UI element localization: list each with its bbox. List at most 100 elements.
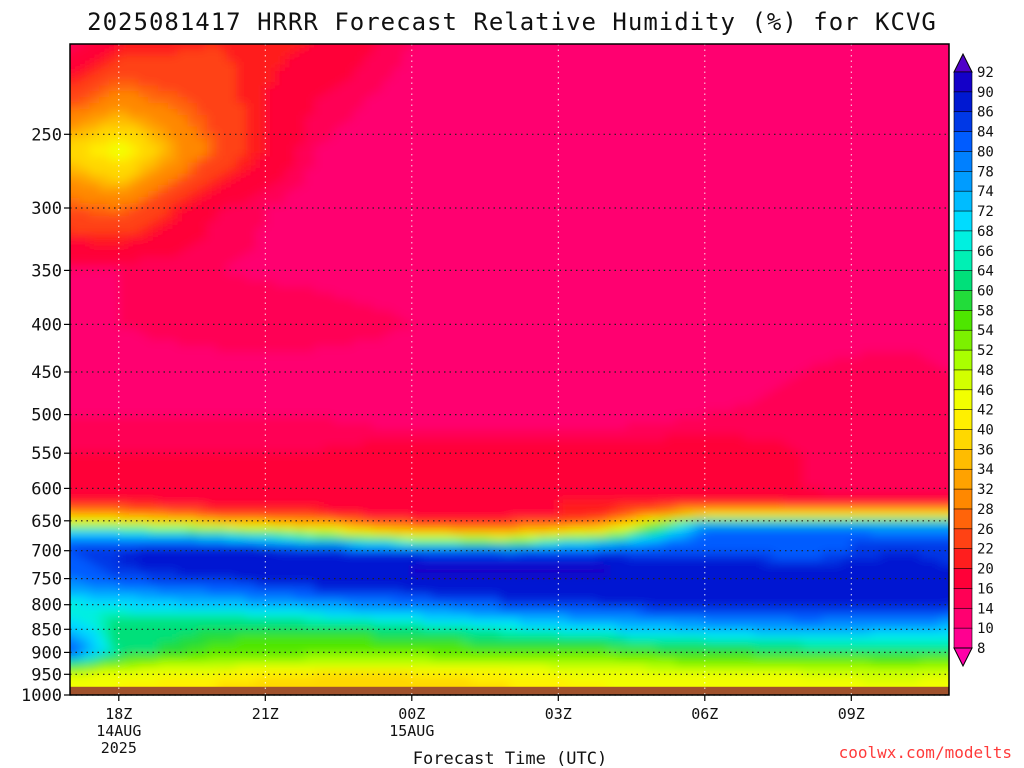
rh-cell xyxy=(245,156,257,164)
rh-cell xyxy=(363,209,374,217)
rh-cell xyxy=(870,85,882,93)
rh-cell xyxy=(929,233,941,241)
rh-cell xyxy=(372,168,384,175)
rh-cell xyxy=(656,310,667,318)
rh-cell xyxy=(636,109,648,116)
rh-cell xyxy=(724,304,735,312)
rh-cell xyxy=(353,150,364,158)
rh-cell xyxy=(284,316,296,323)
rh-cell xyxy=(675,97,687,104)
rh-cell xyxy=(343,233,355,241)
rh-cell xyxy=(607,268,618,276)
rh-cell xyxy=(79,262,91,270)
rh-cell xyxy=(460,150,472,158)
rh-cell xyxy=(714,115,726,122)
rh-cell xyxy=(89,298,101,306)
rh-cell xyxy=(519,227,530,235)
rh-cell xyxy=(802,120,814,128)
rh-cell xyxy=(616,280,628,288)
rh-cell xyxy=(704,274,716,282)
rh-cell xyxy=(450,268,462,276)
rh-cell xyxy=(392,239,403,247)
rh-cell xyxy=(99,67,110,75)
rh-cell xyxy=(636,209,648,217)
rh-cell xyxy=(802,91,814,99)
rh-cell xyxy=(353,221,364,229)
rh-cell xyxy=(812,55,823,63)
rh-cell xyxy=(656,274,667,282)
rh-cell xyxy=(70,328,81,335)
rh-cell xyxy=(157,322,169,329)
rh-cell xyxy=(499,280,511,288)
rh-cell xyxy=(489,91,501,99)
rh-cell xyxy=(460,126,472,134)
rh-cell xyxy=(333,144,345,152)
rh-cell xyxy=(353,209,364,217)
rh-cell xyxy=(665,67,677,75)
rh-cell xyxy=(138,328,149,335)
rh-cell xyxy=(587,73,599,81)
rh-cell xyxy=(314,138,325,146)
rh-cell xyxy=(480,233,491,241)
rh-cell xyxy=(831,274,843,282)
rh-cell xyxy=(294,150,306,158)
rh-cell xyxy=(822,333,833,341)
rh-cell xyxy=(841,209,853,217)
rh-cell xyxy=(353,162,364,170)
rh-cell xyxy=(782,197,794,205)
rh-cell xyxy=(929,292,941,300)
rh-cell xyxy=(177,73,188,81)
rh-cell xyxy=(167,274,179,282)
rh-cell xyxy=(79,274,91,282)
rh-cell xyxy=(753,180,765,187)
rh-cell xyxy=(304,316,315,323)
rh-cell xyxy=(782,274,794,282)
rh-cell xyxy=(236,97,247,104)
rh-cell xyxy=(704,298,716,306)
rh-cell xyxy=(402,251,413,258)
rh-cell xyxy=(50,346,61,353)
rh-cell xyxy=(402,109,413,116)
rh-cell xyxy=(353,298,364,306)
rh-cell xyxy=(216,49,228,57)
rh-cell xyxy=(499,61,511,69)
rh-cell xyxy=(206,333,218,341)
rh-cell xyxy=(861,103,872,110)
rh-cell xyxy=(372,233,384,241)
rh-cell xyxy=(861,262,872,270)
rh-cell xyxy=(226,197,237,205)
rh-cell xyxy=(802,316,814,323)
rh-cell xyxy=(402,97,413,104)
rh-cell xyxy=(499,233,511,241)
rh-cell xyxy=(577,156,589,164)
rh-cell xyxy=(304,174,315,181)
rh-cell xyxy=(245,209,257,217)
rh-cell xyxy=(597,61,608,69)
rh-cell xyxy=(822,257,833,264)
rh-cell xyxy=(489,292,501,300)
rh-cell xyxy=(519,316,530,323)
rh-cell xyxy=(441,85,452,93)
rh-cell xyxy=(587,304,599,312)
rh-cell xyxy=(245,268,257,276)
rh-cell xyxy=(743,79,755,87)
rh-cell xyxy=(626,103,638,110)
rh-cell xyxy=(382,316,394,323)
rh-cell xyxy=(782,333,794,341)
rh-cell xyxy=(851,144,862,152)
rh-cell xyxy=(587,245,599,252)
rh-cell xyxy=(304,132,315,140)
rh-cell xyxy=(538,103,550,110)
rh-cell xyxy=(812,103,823,110)
rh-cell xyxy=(919,268,931,276)
rh-cell xyxy=(363,67,374,75)
rh-cell xyxy=(929,286,941,294)
rh-cell xyxy=(245,280,257,288)
rh-cell xyxy=(665,257,677,264)
rh-cell xyxy=(70,186,81,193)
rh-cell xyxy=(372,120,384,128)
rh-cell xyxy=(265,168,276,175)
rh-cell xyxy=(323,126,335,134)
rh-cell xyxy=(558,55,569,63)
rh-cell xyxy=(831,103,843,110)
